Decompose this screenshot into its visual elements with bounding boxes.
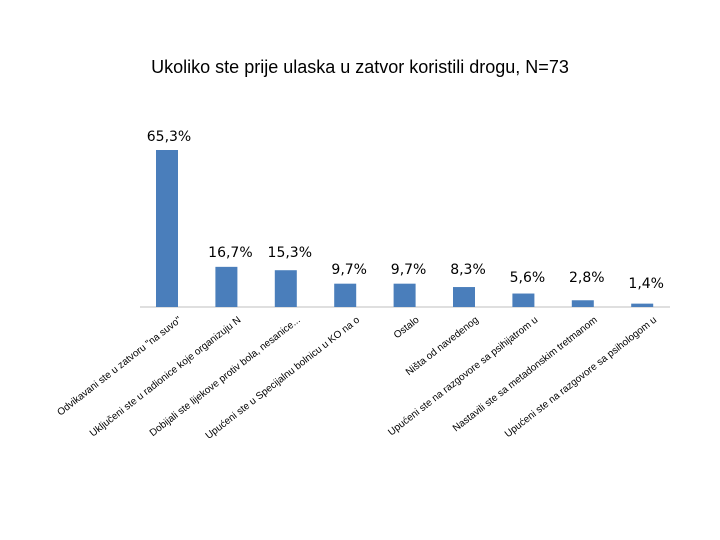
chart-title: Ukoliko ste prije ulaska u zatvor korist… xyxy=(151,57,569,77)
value-label-6: 8,3% xyxy=(450,262,486,278)
value-label-1: 65,3% xyxy=(147,129,191,145)
value-label-7: 5,6% xyxy=(510,270,546,286)
bar-5 xyxy=(393,283,416,307)
value-label-3: 15,3% xyxy=(268,245,312,261)
category-label-1: Odvikavani ste u zatvoru "na suvo" xyxy=(55,314,184,418)
bar-9 xyxy=(631,303,654,307)
value-label-4: 9,7% xyxy=(331,262,367,278)
bars-group xyxy=(156,150,654,307)
value-labels-group: 65,3% 16,7% 15,3% 9,7% 9,7% 8,3% 5,6% 2,8% 1,4% xyxy=(147,129,664,292)
category-labels-group: Odvikavani ste u zatvoru "na suvo"Uključ… xyxy=(55,314,659,441)
value-label-2: 16,7% xyxy=(208,245,252,261)
value-label-9: 1,4% xyxy=(628,276,664,292)
bar-1 xyxy=(156,150,178,307)
bar-4 xyxy=(334,283,357,307)
category-label-5: Ostalo xyxy=(392,314,422,341)
bar-7 xyxy=(512,293,535,307)
value-label-5: 9,7% xyxy=(391,262,427,278)
value-label-8: 2,8% xyxy=(569,270,605,286)
bar-2 xyxy=(215,266,238,307)
bar-6 xyxy=(453,287,475,307)
bar-8 xyxy=(571,300,594,307)
bar-3 xyxy=(274,270,297,307)
